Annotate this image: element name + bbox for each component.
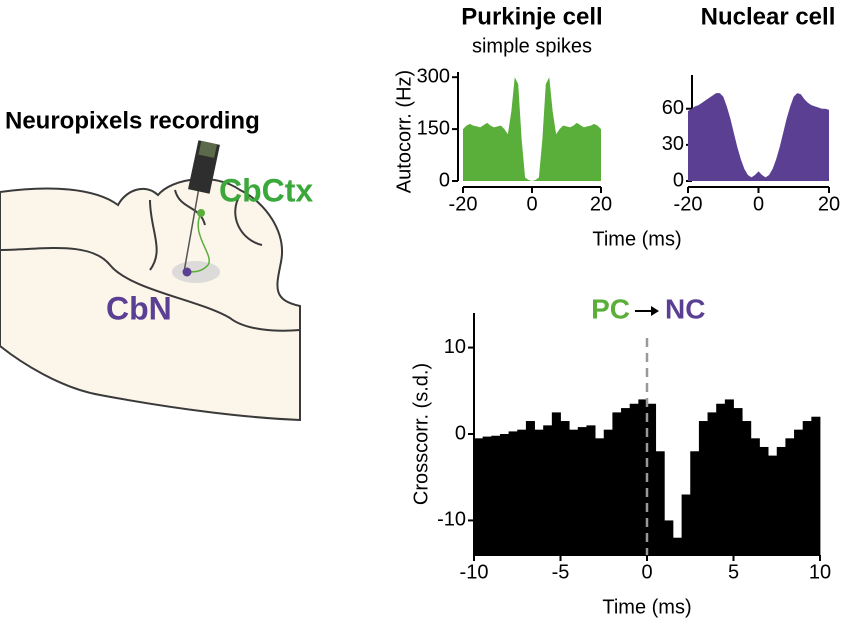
x-tick-label: 20	[818, 193, 840, 215]
bar	[638, 399, 648, 555]
diagram-title: Neuropixels recording	[5, 107, 260, 134]
title-part: PC	[591, 293, 630, 324]
bar	[672, 537, 682, 555]
bar	[794, 429, 804, 555]
bar	[733, 408, 743, 555]
y-axis-label: Autocorr. (Hz)	[393, 70, 415, 193]
x-axis-label: Time (ms)	[602, 596, 691, 618]
y-tick-label: 0	[455, 422, 466, 444]
nucleus-label: CbN	[106, 290, 172, 326]
bar	[569, 429, 579, 555]
bar	[785, 438, 795, 555]
y-tick-label: 0	[439, 169, 450, 191]
bar	[595, 438, 605, 555]
bar	[499, 434, 509, 555]
x-tick-label: 0	[641, 561, 652, 583]
bar	[577, 427, 587, 555]
cortex-label: CbCtx	[219, 172, 313, 208]
area	[688, 93, 829, 181]
bar	[482, 436, 492, 555]
bar	[664, 520, 674, 555]
bar	[698, 421, 708, 555]
y-tick-label: 30	[662, 133, 684, 155]
bar	[690, 451, 700, 555]
neuron-axon	[187, 212, 210, 273]
bar	[724, 399, 734, 555]
x-tick-label: 0	[753, 193, 764, 215]
x-tick-label: 20	[590, 193, 612, 215]
bar	[802, 421, 812, 555]
chart-subtitle: simple spikes	[472, 35, 592, 57]
x-tick-label: -10	[460, 561, 489, 583]
chart-title: Nuclear cell	[701, 3, 836, 30]
y-tick-label: 60	[662, 97, 684, 119]
bar	[750, 438, 760, 555]
y-axis-label: Crosscorr. (s.d.)	[410, 363, 432, 505]
bar	[759, 446, 769, 555]
bar	[543, 425, 553, 555]
y-tick-label: 150	[417, 117, 450, 139]
probe-tip	[198, 140, 218, 158]
bar	[534, 429, 544, 555]
bar	[707, 412, 717, 555]
bar	[811, 416, 821, 555]
bar	[655, 451, 665, 555]
x-tick-label: 10	[809, 561, 831, 583]
area	[463, 77, 601, 181]
brain-fold	[0, 247, 301, 332]
bar	[629, 403, 639, 555]
bar	[716, 403, 726, 555]
bar	[681, 494, 691, 555]
x-tick-label: 0	[526, 193, 537, 215]
x-tick-label: -5	[552, 561, 570, 583]
x-tick-label: 5	[728, 561, 739, 583]
bar	[560, 421, 570, 555]
y-tick-label: 10	[444, 336, 466, 358]
bar	[603, 429, 613, 555]
title-part: NC	[665, 293, 705, 324]
bar	[612, 412, 622, 555]
chart-title: Purkinje cell	[461, 3, 602, 30]
bar	[491, 435, 501, 555]
bar	[776, 446, 786, 555]
brain-outline	[0, 178, 301, 422]
bar	[517, 429, 527, 555]
bar	[742, 421, 752, 555]
x-axis-label: Time (ms)	[592, 228, 681, 250]
title-arrowhead	[651, 306, 659, 316]
bar	[647, 403, 657, 555]
x-tick-label: -20	[674, 193, 703, 215]
bar	[551, 412, 561, 555]
bar	[768, 455, 778, 555]
nuclear-dot	[182, 267, 192, 277]
x-tick-label: -20	[449, 193, 478, 215]
purkinje-dot	[197, 209, 205, 217]
y-tick-label: 300	[417, 65, 450, 87]
bar	[525, 421, 535, 555]
cerebellum-folds	[149, 189, 263, 271]
bar	[621, 408, 631, 555]
bar	[586, 425, 596, 555]
bar	[474, 438, 484, 555]
y-tick-label: 0	[673, 169, 684, 191]
bar	[508, 431, 518, 555]
y-tick-label: -10	[437, 509, 466, 531]
